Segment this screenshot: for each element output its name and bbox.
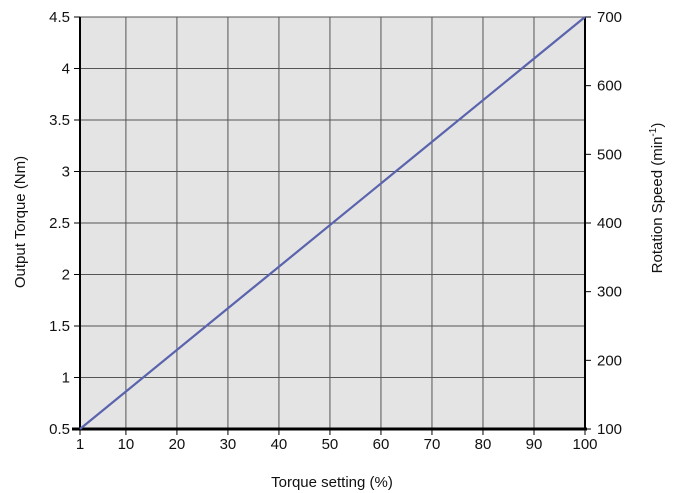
series-line xyxy=(79,16,586,430)
x-tick-label: 30 xyxy=(220,436,237,453)
y-tick-label: 1.5 xyxy=(49,318,70,335)
y-tick-label: 2 xyxy=(62,267,70,284)
x-tick-label: 80 xyxy=(475,436,492,453)
y-tick-label: 3 xyxy=(62,164,70,181)
x-tick-label: 60 xyxy=(373,436,390,453)
y2-axis-title: Rotation Speed (min-1) xyxy=(648,123,666,274)
x-tick-label: 100 xyxy=(572,436,597,453)
x-tick-label: 90 xyxy=(526,436,543,453)
y2-tick-label: 100 xyxy=(597,421,622,438)
y2-tick-label: 700 xyxy=(597,9,622,26)
y2-axis-title-sup: -1 xyxy=(648,127,659,136)
y-tick-label: 2.5 xyxy=(49,215,70,232)
y-tick-label: 3.5 xyxy=(49,112,70,129)
x-axis-title: Torque setting (%) xyxy=(271,474,393,491)
y2-tick-label: 600 xyxy=(597,78,622,95)
x-tick-label: 70 xyxy=(424,436,441,453)
y-axis-title: Output Torque (Nm) xyxy=(12,156,29,288)
x-tick-label: 10 xyxy=(118,436,135,453)
x-tick-label: 40 xyxy=(271,436,288,453)
y2-axis-title-main: Rotation Speed (min xyxy=(649,137,666,274)
y2-tick-label: 200 xyxy=(597,352,622,369)
y-tick-label: 4 xyxy=(62,61,70,78)
y-tick-label: 4.5 xyxy=(49,9,70,26)
x-tick-label: 20 xyxy=(169,436,186,453)
y2-tick-label: 400 xyxy=(597,215,622,232)
y2-tick-label: 300 xyxy=(597,284,622,301)
y2-tick-label: 500 xyxy=(597,146,622,163)
y-tick-label: 1 xyxy=(62,370,70,387)
x-tick-label: 50 xyxy=(322,436,339,453)
y-tick-label: 0.5 xyxy=(49,421,70,438)
x-tick-label: 1 xyxy=(76,436,84,453)
plot-area: 1 10 20 30 40 50 60 70 80 90 100 0.5 1 1.5 2 2.5 3 3.5 4 4.… xyxy=(49,9,622,453)
y2-axis-title-end: ) xyxy=(649,123,666,128)
